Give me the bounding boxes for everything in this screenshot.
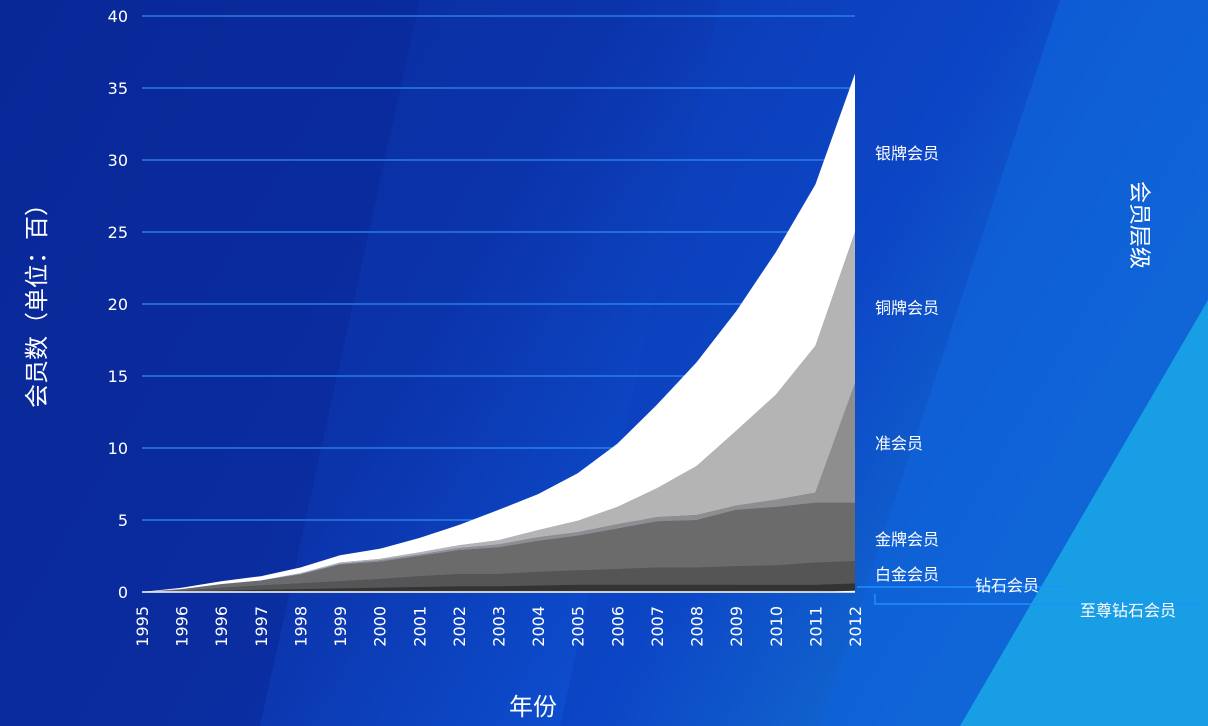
x-tick-label: 1995 — [133, 606, 152, 647]
stacked-areas — [142, 73, 855, 593]
legend-label: 准会员 — [875, 434, 923, 453]
x-tick-label: 1999 — [331, 606, 350, 647]
x-tick-label: 2011 — [806, 606, 825, 647]
x-tick-label: 1996 — [173, 606, 192, 647]
legend-label: 白金会员 — [875, 565, 939, 584]
legend-label: 银牌会员 — [875, 144, 939, 163]
legend-leader-line — [874, 594, 1200, 605]
x-tick-label: 2002 — [450, 606, 469, 647]
x-axis-ticks: 1995 1996 1996 1997 1998 1999 2000 2001 2002 2003… — [133, 606, 865, 647]
area-series-3 — [142, 502, 855, 592]
x-tick-label: 2003 — [490, 606, 509, 647]
x-tick-label: 2007 — [648, 606, 667, 647]
legend: 至尊钻石会员 钻石会员 白金会员 金牌会员 准会员 铜牌会员 银牌会员 — [857, 144, 1200, 620]
x-tick-label: 2006 — [608, 606, 627, 647]
area-series-2 — [142, 561, 855, 592]
area-series-1 — [142, 583, 855, 592]
y-tick-label: 40 — [108, 7, 128, 26]
y-tick-label: 25 — [108, 223, 128, 242]
y-tick-label: 5 — [118, 511, 128, 530]
y-tick-label: 10 — [108, 439, 128, 458]
y-axis-ticks: 0 5 10 15 20 25 30 35 40 — [108, 7, 128, 602]
legend-label: 至尊钻石会员 — [1080, 601, 1176, 620]
background-band-4 — [0, 0, 420, 726]
x-tick-label: 2000 — [371, 606, 390, 647]
area-series-5 — [142, 232, 855, 592]
x-tick-label: 2009 — [727, 606, 746, 647]
x-tick-label: 1998 — [291, 606, 310, 647]
legend-title: 会员层级 — [1126, 181, 1151, 269]
x-tick-label: 2012 — [846, 606, 865, 647]
legend-label: 钻石会员 — [975, 576, 1039, 595]
y-tick-label: 15 — [108, 367, 128, 386]
x-tick-label: 2005 — [569, 606, 588, 647]
y-tick-label: 20 — [108, 295, 128, 314]
x-tick-label: 2010 — [767, 606, 786, 647]
x-tick-label: 2008 — [688, 606, 707, 647]
x-tick-label: 2001 — [410, 606, 429, 647]
y-tick-label: 35 — [108, 79, 128, 98]
area-series-6 — [142, 73, 855, 593]
x-tick-label: 2004 — [529, 606, 548, 647]
x-tick-label: 1996 — [212, 606, 231, 647]
background-band-3 — [960, 300, 1208, 726]
y-tick-label: 0 — [118, 583, 128, 602]
legend-label: 铜牌会员 — [875, 299, 939, 318]
y-tick-label: 30 — [108, 151, 128, 170]
x-axis-label: 年份 — [509, 693, 557, 721]
x-tick-label: 1997 — [252, 606, 271, 647]
gridlines — [142, 15, 855, 521]
y-axis-label: 会员数（单位：百） — [23, 192, 51, 408]
legend-label: 金牌会员 — [875, 530, 939, 549]
